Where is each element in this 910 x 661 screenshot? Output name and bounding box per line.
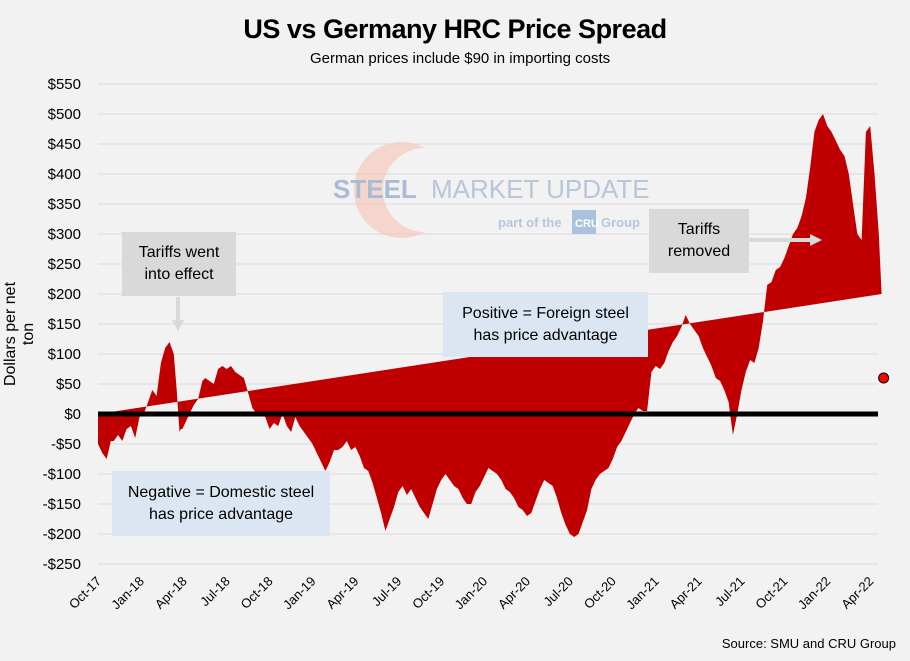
chart-title: US vs Germany HRC Price Spread xyxy=(243,14,667,44)
spread-area xyxy=(98,114,882,537)
watermark-arc-icon xyxy=(353,141,425,238)
x-tick-label: Jan-20 xyxy=(452,574,491,613)
annotation-line: Negative = Domestic steel xyxy=(127,483,315,501)
y-tick-label: -$100 xyxy=(43,466,81,483)
annotation-positive-foreign: Positive = Foreign steel has price advant… xyxy=(443,292,648,357)
watermark-group: Group xyxy=(601,215,640,230)
x-tick-label: Apr-22 xyxy=(838,574,876,612)
latest-point-marker xyxy=(878,372,890,384)
y-tick-label: $150 xyxy=(48,316,81,333)
chart-subtitle: German prices include $90 in importing c… xyxy=(310,50,611,67)
y-tick-label: -$150 xyxy=(43,496,81,513)
y-tick-label: $0 xyxy=(64,406,81,423)
annotation-tariffs-went-into-effect: Tariffs went into effect xyxy=(122,232,236,296)
y-tick-label: $450 xyxy=(48,136,81,153)
annotation-line: Tariffs went xyxy=(138,244,220,261)
annotation-line: into effect xyxy=(144,266,214,283)
annotation-line: has price advantage xyxy=(473,326,618,344)
watermark-part-of-the: part of the xyxy=(498,215,562,230)
x-tick-label: Jul-21 xyxy=(712,574,748,610)
x-tick-label: Oct-20 xyxy=(581,574,619,612)
x-tick-label: Apr-20 xyxy=(495,574,533,612)
x-tick-label: Jul-19 xyxy=(369,574,405,610)
y-tick-label: -$50 xyxy=(51,436,81,453)
x-tick-label: Oct-18 xyxy=(238,574,276,612)
x-tick-label: Jan-18 xyxy=(108,574,147,613)
y-tick-label: $300 xyxy=(48,226,81,243)
x-tick-label: Jan-22 xyxy=(795,574,834,613)
watermark-cru-text: CRU xyxy=(575,218,599,230)
annotation-line: Positive = Foreign steel xyxy=(462,304,629,322)
x-axis-ticks: Oct-17 Jan-18 Apr-18 Jul-18 Oct-18 Jan-19 Apr-… xyxy=(66,574,876,613)
y-tick-label: $350 xyxy=(48,196,81,213)
annotation-arrows xyxy=(172,234,822,331)
y-tick-label: $50 xyxy=(56,376,81,393)
tariffs-removed-arrow-head-icon xyxy=(810,234,822,246)
x-tick-label: Oct-21 xyxy=(752,574,790,612)
annotation-tariffs-removed: Tariffs removed xyxy=(649,209,749,273)
annotation-line: Tariffs xyxy=(677,221,721,238)
x-tick-label: Oct-17 xyxy=(66,574,104,612)
watermark-logo: STEEL MARKET UPDATE part of the CRU Grou… xyxy=(333,141,650,238)
x-tick-label: Jul-20 xyxy=(540,574,576,610)
x-tick-label: Apr-19 xyxy=(323,574,361,612)
x-tick-label: Apr-21 xyxy=(667,574,705,612)
y-tick-label: $550 xyxy=(48,76,81,93)
y-tick-label: -$250 xyxy=(43,556,81,573)
watermark-cru-badge xyxy=(572,210,596,234)
y-tick-label: $400 xyxy=(48,166,81,183)
watermark-market-update: MARKET UPDATE xyxy=(431,174,650,204)
y-tick-label: $500 xyxy=(48,106,81,123)
x-tick-label: Oct-19 xyxy=(409,574,447,612)
x-tick-label: Jan-19 xyxy=(280,574,319,613)
x-tick-label: Jul-18 xyxy=(197,574,233,610)
x-tick-label: Jan-21 xyxy=(623,574,662,613)
watermark-steel: STEEL xyxy=(333,174,417,204)
y-tick-label: $100 xyxy=(48,346,81,363)
source-note: Source: SMU and CRU Group xyxy=(721,636,896,651)
annotation-negative-domestic: Negative = Domestic steel has price advan… xyxy=(112,471,330,536)
annotation-line: removed xyxy=(667,243,731,260)
y-tick-label: $250 xyxy=(48,256,81,273)
annotation-line: has price advantage xyxy=(148,505,294,523)
y-axis-ticks: $550 $500 $450 $400 $350 $300 $250 $200 $150 $100… xyxy=(43,76,81,573)
y-tick-label: $200 xyxy=(48,286,81,303)
y-tick-label: -$200 xyxy=(43,526,81,543)
x-tick-label: Apr-18 xyxy=(152,574,190,612)
tariffs-effect-arrow-head-icon xyxy=(172,320,184,331)
